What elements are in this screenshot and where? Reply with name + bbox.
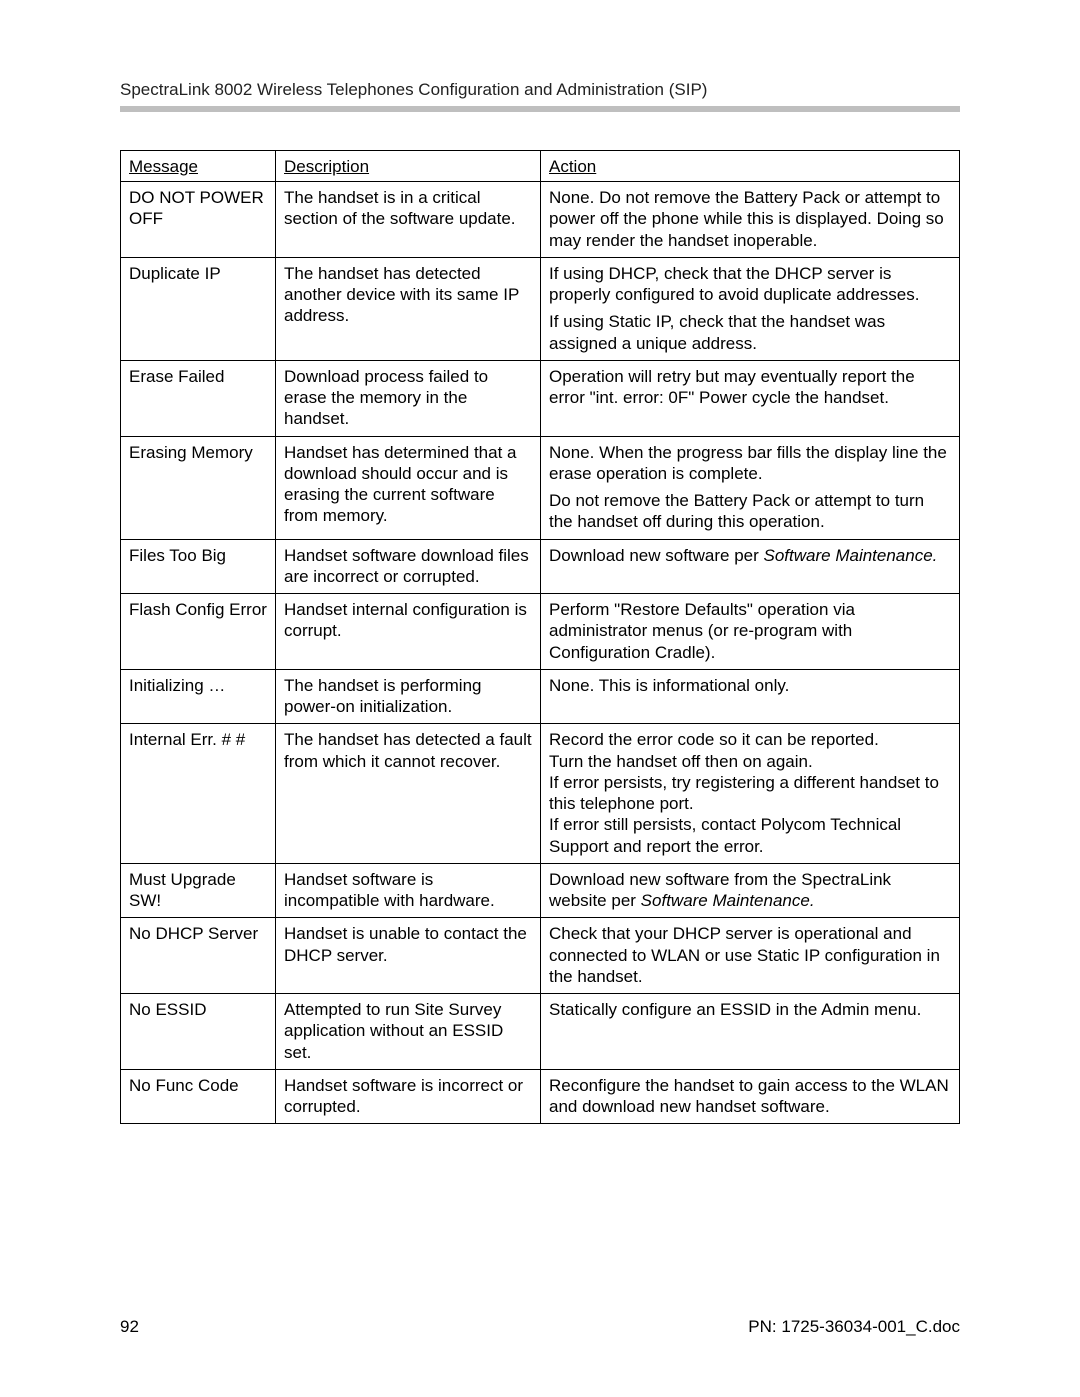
- cell-description: Handset software is incorrect or corrupt…: [276, 1069, 541, 1124]
- table-row: DO NOT POWER OFFThe handset is in a crit…: [121, 182, 960, 258]
- action-text: Perform "Restore Defaults" operation via…: [549, 599, 951, 663]
- document-page: SpectraLink 8002 Wireless Telephones Con…: [0, 0, 1080, 1397]
- cell-action: Record the error code so it can be repor…: [541, 724, 960, 864]
- action-text: Record the error code so it can be repor…: [549, 729, 951, 857]
- cell-action: Operation will retry but may eventually …: [541, 360, 960, 436]
- cell-description: The handset has detected a fault from wh…: [276, 724, 541, 864]
- action-text: Check that your DHCP server is operation…: [549, 923, 951, 987]
- table-row: Duplicate IPThe handset has detected ano…: [121, 257, 960, 360]
- cell-action: Statically configure an ESSID in the Adm…: [541, 994, 960, 1070]
- cell-description: Download process failed to erase the mem…: [276, 360, 541, 436]
- table-row: Erase FailedDownload process failed to e…: [121, 360, 960, 436]
- cell-message: No Func Code: [121, 1069, 276, 1124]
- action-text: If using Static IP, check that the hands…: [549, 311, 951, 354]
- cell-description: The handset is performing power-on initi…: [276, 669, 541, 724]
- cell-action: Perform "Restore Defaults" operation via…: [541, 594, 960, 670]
- table-row: Flash Config ErrorHandset internal confi…: [121, 594, 960, 670]
- action-text: None. When the progress bar fills the di…: [549, 442, 951, 485]
- action-text: Download new software per Software Maint…: [549, 545, 951, 566]
- cell-action: Download new software from the SpectraLi…: [541, 863, 960, 918]
- table-row: Files Too BigHandset software download f…: [121, 539, 960, 594]
- table-row: No ESSIDAttempted to run Site Survey app…: [121, 994, 960, 1070]
- cell-description: Handset software is incompatible with ha…: [276, 863, 541, 918]
- cell-description: Handset software download files are inco…: [276, 539, 541, 594]
- table-row: Erasing MemoryHandset has determined tha…: [121, 436, 960, 539]
- table-row: Internal Err. # #The handset has detecte…: [121, 724, 960, 864]
- cell-description: The handset is in a critical section of …: [276, 182, 541, 258]
- table-row: Must Upgrade SW!Handset software is inco…: [121, 863, 960, 918]
- cell-message: Erasing Memory: [121, 436, 276, 539]
- table-row: Initializing …The handset is performing …: [121, 669, 960, 724]
- cell-action: None. This is informational only.: [541, 669, 960, 724]
- action-text: If using DHCP, check that the DHCP serve…: [549, 263, 951, 306]
- col-header-description: Description: [276, 151, 541, 182]
- cell-message: No DHCP Server: [121, 918, 276, 994]
- page-number: 92: [120, 1317, 139, 1337]
- cell-message: Erase Failed: [121, 360, 276, 436]
- doc-id: PN: 1725-36034-001_C.doc: [748, 1317, 960, 1337]
- cell-action: None. When the progress bar fills the di…: [541, 436, 960, 539]
- action-text: None. Do not remove the Battery Pack or …: [549, 187, 951, 251]
- col-header-action: Action: [541, 151, 960, 182]
- cell-action: Check that your DHCP server is operation…: [541, 918, 960, 994]
- cell-message: Must Upgrade SW!: [121, 863, 276, 918]
- col-header-message: Message: [121, 151, 276, 182]
- page-footer: 92 PN: 1725-36034-001_C.doc: [120, 1317, 960, 1337]
- table-body: DO NOT POWER OFFThe handset is in a crit…: [121, 182, 960, 1124]
- cell-action: Download new software per Software Maint…: [541, 539, 960, 594]
- cell-message: Files Too Big: [121, 539, 276, 594]
- cell-description: Handset is unable to contact the DHCP se…: [276, 918, 541, 994]
- cell-description: Attempted to run Site Survey application…: [276, 994, 541, 1070]
- table-row: No DHCP ServerHandset is unable to conta…: [121, 918, 960, 994]
- action-text: Do not remove the Battery Pack or attemp…: [549, 490, 951, 533]
- page-header-title: SpectraLink 8002 Wireless Telephones Con…: [120, 80, 960, 100]
- cell-description: Handset internal configuration is corrup…: [276, 594, 541, 670]
- cell-message: DO NOT POWER OFF: [121, 182, 276, 258]
- table-row: No Func CodeHandset software is incorrec…: [121, 1069, 960, 1124]
- action-text: Reconfigure the handset to gain access t…: [549, 1075, 951, 1118]
- messages-table: Message Description Action DO NOT POWER …: [120, 150, 960, 1124]
- cell-message: Internal Err. # #: [121, 724, 276, 864]
- action-text: Download new software from the SpectraLi…: [549, 869, 951, 912]
- action-text: Statically configure an ESSID in the Adm…: [549, 999, 951, 1020]
- cell-message: Flash Config Error: [121, 594, 276, 670]
- cell-message: Initializing …: [121, 669, 276, 724]
- action-text: Operation will retry but may eventually …: [549, 366, 951, 409]
- action-text: None. This is informational only.: [549, 675, 951, 696]
- cell-action: None. Do not remove the Battery Pack or …: [541, 182, 960, 258]
- cell-description: Handset has determined that a download s…: [276, 436, 541, 539]
- cell-message: No ESSID: [121, 994, 276, 1070]
- cell-message: Duplicate IP: [121, 257, 276, 360]
- cell-action: If using DHCP, check that the DHCP serve…: [541, 257, 960, 360]
- table-header-row: Message Description Action: [121, 151, 960, 182]
- cell-action: Reconfigure the handset to gain access t…: [541, 1069, 960, 1124]
- cell-description: The handset has detected another device …: [276, 257, 541, 360]
- header-rule: [120, 106, 960, 112]
